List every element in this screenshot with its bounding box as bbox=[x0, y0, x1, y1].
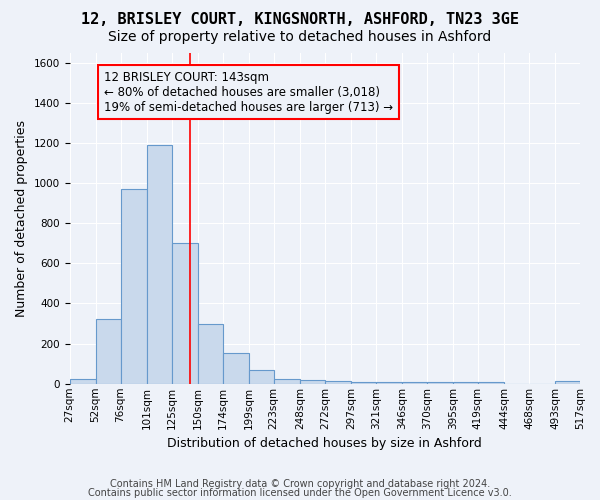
Y-axis label: Number of detached properties: Number of detached properties bbox=[15, 120, 28, 316]
Bar bbox=[376, 382, 402, 384]
Bar bbox=[402, 382, 427, 384]
Bar bbox=[146, 145, 172, 384]
Bar bbox=[223, 352, 249, 384]
Bar bbox=[300, 380, 325, 384]
Bar bbox=[478, 382, 504, 384]
Bar bbox=[197, 324, 223, 384]
Bar bbox=[325, 381, 351, 384]
Bar bbox=[351, 382, 376, 384]
Text: Size of property relative to detached houses in Ashford: Size of property relative to detached ho… bbox=[109, 30, 491, 44]
Bar bbox=[453, 382, 478, 384]
X-axis label: Distribution of detached houses by size in Ashford: Distribution of detached houses by size … bbox=[167, 437, 482, 450]
Bar bbox=[274, 378, 300, 384]
Bar bbox=[555, 381, 580, 384]
Text: 12, BRISLEY COURT, KINGSNORTH, ASHFORD, TN23 3GE: 12, BRISLEY COURT, KINGSNORTH, ASHFORD, … bbox=[81, 12, 519, 28]
Text: 12 BRISLEY COURT: 143sqm
← 80% of detached houses are smaller (3,018)
19% of sem: 12 BRISLEY COURT: 143sqm ← 80% of detach… bbox=[104, 70, 393, 114]
Bar bbox=[121, 189, 146, 384]
Bar bbox=[95, 318, 121, 384]
Bar bbox=[70, 378, 95, 384]
Text: Contains public sector information licensed under the Open Government Licence v3: Contains public sector information licen… bbox=[88, 488, 512, 498]
Bar bbox=[172, 243, 197, 384]
Bar bbox=[427, 382, 453, 384]
Bar bbox=[249, 370, 274, 384]
Text: Contains HM Land Registry data © Crown copyright and database right 2024.: Contains HM Land Registry data © Crown c… bbox=[110, 479, 490, 489]
